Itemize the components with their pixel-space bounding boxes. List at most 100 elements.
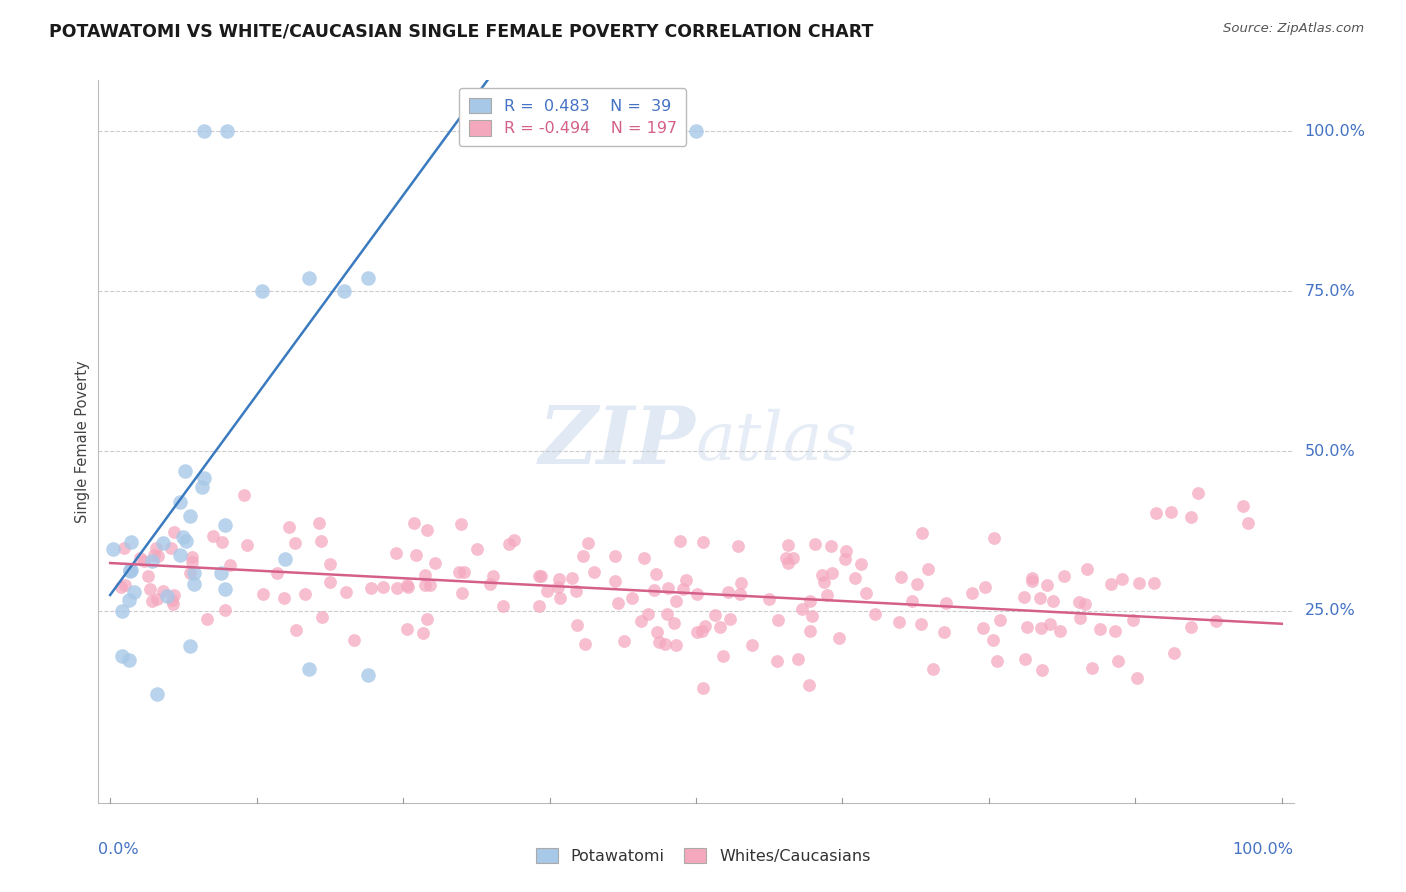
Point [675, 573, 697, 587]
Point [855, 586, 877, 600]
Point [141, 554, 163, 568]
Point [844, 571, 866, 585]
Point [921, 661, 943, 675]
Point [547, 572, 569, 586]
Point [450, 516, 472, 531]
Point [778, 556, 800, 570]
Point [686, 625, 709, 640]
Point [960, 586, 983, 600]
Point [335, 585, 357, 599]
Point [139, 582, 162, 597]
Point [143, 549, 166, 563]
Point [863, 607, 886, 622]
Point [727, 539, 749, 553]
Point [162, 588, 184, 602]
Point [503, 533, 526, 548]
Point [412, 626, 434, 640]
Point [932, 624, 955, 639]
Point [1042, 594, 1064, 608]
Point [311, 609, 333, 624]
Point [603, 574, 626, 589]
Point [1099, 577, 1122, 591]
Point [1107, 653, 1129, 667]
Point [179, 639, 201, 653]
Text: 100.0%: 100.0% [1305, 124, 1365, 139]
Point [612, 634, 634, 648]
Text: Source: ZipAtlas.com: Source: ZipAtlas.com [1223, 22, 1364, 36]
Point [152, 536, 174, 550]
Point [481, 569, 503, 583]
Point [217, 124, 239, 138]
Point [792, 602, 814, 616]
Point [972, 621, 994, 635]
Point [120, 563, 142, 577]
Point [654, 637, 676, 651]
Point [1160, 505, 1182, 519]
Point [384, 546, 406, 560]
Point [413, 578, 436, 592]
Point [900, 594, 922, 608]
Point [214, 518, 236, 533]
Point [813, 575, 835, 590]
Point [620, 591, 643, 605]
Point [136, 568, 159, 582]
Point [1080, 661, 1102, 675]
Point [1128, 575, 1150, 590]
Point [309, 533, 332, 548]
Point [413, 567, 436, 582]
Point [209, 566, 232, 580]
Point [572, 549, 595, 563]
Point [815, 589, 838, 603]
Point [692, 681, 714, 695]
Point [252, 586, 274, 600]
Point [983, 531, 1005, 545]
Point [648, 634, 671, 648]
Point [114, 578, 136, 592]
Point [416, 523, 439, 537]
Point [810, 568, 832, 582]
Point [1017, 620, 1039, 634]
Point [159, 541, 181, 555]
Point [565, 583, 588, 598]
Point [820, 539, 842, 553]
Point [1053, 568, 1076, 582]
Point [396, 622, 419, 636]
Point [120, 564, 142, 578]
Point [485, 124, 508, 138]
Point [782, 551, 804, 566]
Legend: Potawatomi, Whites/Caucasians: Potawatomi, Whites/Caucasians [529, 842, 877, 871]
Point [1039, 617, 1062, 632]
Point [1074, 597, 1097, 611]
Point [582, 566, 605, 580]
Point [1049, 624, 1071, 638]
Legend: R =  0.483    N =  39, R = -0.494    N = 197: R = 0.483 N = 39, R = -0.494 N = 197 [458, 88, 686, 146]
Point [576, 535, 599, 549]
Point [110, 580, 132, 594]
Point [453, 566, 475, 580]
Point [974, 580, 997, 594]
Point [118, 563, 141, 577]
Point [821, 566, 844, 581]
Point [890, 570, 912, 584]
Point [905, 576, 928, 591]
Point [686, 587, 709, 601]
Point [766, 654, 789, 668]
Point [179, 508, 201, 523]
Point [357, 271, 380, 285]
Point [190, 480, 212, 494]
Point [834, 544, 856, 558]
Point [548, 591, 571, 606]
Point [910, 526, 932, 541]
Point [146, 549, 169, 563]
Point [479, 577, 502, 591]
Text: 25.0%: 25.0% [1305, 604, 1355, 618]
Point [419, 577, 441, 591]
Point [981, 633, 1004, 648]
Point [828, 631, 851, 645]
Point [492, 599, 515, 613]
Point [219, 558, 242, 572]
Point [308, 516, 330, 530]
Point [643, 583, 665, 598]
Point [803, 537, 825, 551]
Point [333, 285, 356, 299]
